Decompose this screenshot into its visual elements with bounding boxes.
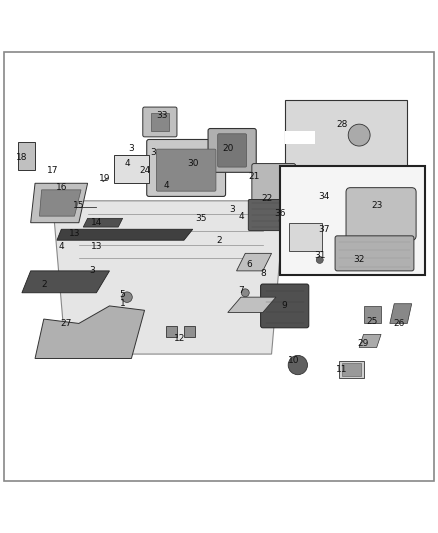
Text: 1: 1 xyxy=(120,299,126,308)
Text: 33: 33 xyxy=(156,111,168,120)
Text: 27: 27 xyxy=(60,319,71,328)
Text: 2: 2 xyxy=(216,236,222,245)
Text: 2: 2 xyxy=(41,279,46,288)
Text: 13: 13 xyxy=(91,243,102,251)
Text: 22: 22 xyxy=(261,194,273,203)
FancyBboxPatch shape xyxy=(261,284,309,328)
Polygon shape xyxy=(364,306,381,324)
Text: 29: 29 xyxy=(358,338,369,348)
Polygon shape xyxy=(22,271,110,293)
Text: 17: 17 xyxy=(47,166,58,175)
Text: 7: 7 xyxy=(238,286,244,295)
Text: 14: 14 xyxy=(91,218,102,227)
Bar xyxy=(114,155,149,183)
Text: 21: 21 xyxy=(248,172,260,181)
Text: 34: 34 xyxy=(318,192,330,201)
Polygon shape xyxy=(53,201,285,354)
Bar xyxy=(339,361,364,378)
Text: 16: 16 xyxy=(56,183,67,192)
Text: 10: 10 xyxy=(288,356,299,365)
Polygon shape xyxy=(285,100,407,170)
Text: 4: 4 xyxy=(164,181,169,190)
Bar xyxy=(342,363,361,376)
Polygon shape xyxy=(359,334,381,348)
Bar xyxy=(280,166,425,275)
Text: 3: 3 xyxy=(150,148,156,157)
Text: 4: 4 xyxy=(238,212,244,221)
Text: 28: 28 xyxy=(336,119,347,128)
Text: 12: 12 xyxy=(174,334,185,343)
Circle shape xyxy=(316,256,323,263)
Text: 4: 4 xyxy=(124,159,130,168)
FancyBboxPatch shape xyxy=(335,236,414,271)
Text: 4: 4 xyxy=(59,243,64,251)
Polygon shape xyxy=(390,304,412,324)
Bar xyxy=(151,113,169,131)
Text: 8: 8 xyxy=(260,269,266,278)
Text: 24: 24 xyxy=(139,166,150,175)
Text: 20: 20 xyxy=(222,144,233,153)
Polygon shape xyxy=(228,297,276,312)
Bar xyxy=(184,326,195,336)
Text: 31: 31 xyxy=(314,251,325,260)
FancyBboxPatch shape xyxy=(147,140,226,197)
Text: 13: 13 xyxy=(69,229,80,238)
Circle shape xyxy=(288,356,307,375)
Text: 9: 9 xyxy=(282,302,288,310)
Bar xyxy=(166,326,177,336)
FancyBboxPatch shape xyxy=(346,188,416,240)
Text: 30: 30 xyxy=(187,159,198,168)
FancyBboxPatch shape xyxy=(218,134,247,167)
Polygon shape xyxy=(311,199,331,206)
Circle shape xyxy=(241,289,249,297)
Text: 6: 6 xyxy=(247,260,253,269)
Text: 35: 35 xyxy=(196,214,207,223)
Bar xyxy=(289,223,322,251)
Text: 36: 36 xyxy=(275,209,286,219)
FancyBboxPatch shape xyxy=(252,164,296,203)
Text: 23: 23 xyxy=(371,201,382,209)
Polygon shape xyxy=(237,253,272,271)
Text: 5: 5 xyxy=(120,290,126,300)
Text: 3: 3 xyxy=(89,266,95,276)
Polygon shape xyxy=(57,229,193,240)
Text: 32: 32 xyxy=(353,255,365,264)
Circle shape xyxy=(279,217,286,224)
Text: 3: 3 xyxy=(229,205,235,214)
Text: 19: 19 xyxy=(99,174,111,183)
Polygon shape xyxy=(39,190,81,216)
Text: 18: 18 xyxy=(16,152,28,161)
Bar xyxy=(18,142,35,170)
Text: 3: 3 xyxy=(128,144,134,153)
FancyBboxPatch shape xyxy=(143,107,177,137)
FancyBboxPatch shape xyxy=(248,199,295,231)
Text: 15: 15 xyxy=(73,201,85,209)
Polygon shape xyxy=(83,219,123,227)
Circle shape xyxy=(122,292,132,302)
Text: 25: 25 xyxy=(367,317,378,326)
Polygon shape xyxy=(35,306,145,359)
Text: 37: 37 xyxy=(318,225,330,234)
Text: 26: 26 xyxy=(393,319,404,328)
Text: 11: 11 xyxy=(336,365,347,374)
FancyBboxPatch shape xyxy=(156,149,216,191)
Polygon shape xyxy=(285,131,315,144)
Circle shape xyxy=(348,124,370,146)
FancyBboxPatch shape xyxy=(208,128,256,172)
Polygon shape xyxy=(31,183,88,223)
